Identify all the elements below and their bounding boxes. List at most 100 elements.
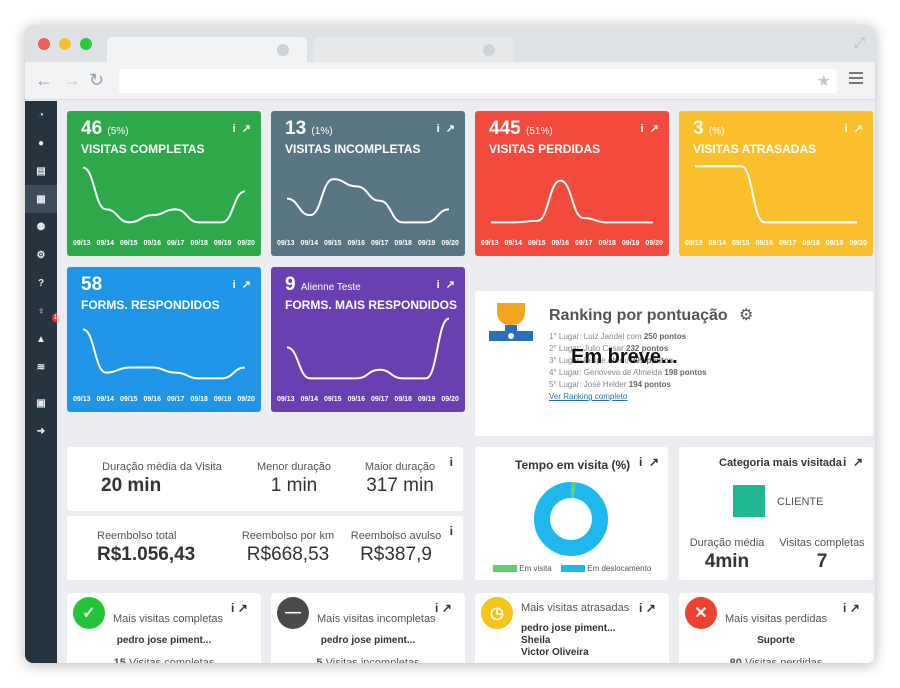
external-link-icon[interactable]: ↗ <box>237 601 248 615</box>
sidebar-item-lightbulb[interactable]: ♀ <box>25 297 57 325</box>
info-icon[interactable]: i <box>435 601 439 615</box>
time-visit-title: Tempo em visita (%) <box>515 458 631 472</box>
browser-tab[interactable] <box>313 37 513 63</box>
date-label: 09/17 <box>778 240 797 247</box>
sidebar-item-users[interactable]: ⚉ <box>25 213 57 241</box>
external-link-icon[interactable]: ↗ <box>445 123 455 135</box>
globe-icon: ● <box>37 137 45 149</box>
sparkline-dates: 09/13 09/14 09/15 09/16 09/17 09/18 09/19 09/20 <box>481 240 663 247</box>
info-icon[interactable]: i <box>232 123 236 135</box>
sidebar-item-dashboard[interactable]: ◔ <box>25 101 57 129</box>
external-link-icon[interactable]: ↗ <box>441 601 452 615</box>
info-icon[interactable]: i <box>639 455 643 469</box>
sidebar-item-calendar[interactable]: ▣ <box>25 389 57 417</box>
date-label: 09/17 <box>166 396 185 403</box>
date-label: 09/14 <box>96 240 115 247</box>
sidebar-item-table[interactable]: ▦ <box>25 185 57 213</box>
stat-card-forms-mais-respondidos[interactable]: 9 Alienne Teste FORMS. MAIS RESPONDIDOS i … <box>271 267 465 412</box>
external-link-icon[interactable]: ↗ <box>241 123 251 135</box>
single-reimbursement-label: Reembolso avulso <box>350 530 442 542</box>
external-link-icon[interactable]: ↗ <box>445 279 455 291</box>
external-link-icon[interactable]: ↗ <box>241 279 251 291</box>
external-link-icon[interactable]: ↗ <box>645 601 656 615</box>
info-icon[interactable]: i <box>844 123 848 135</box>
sidebar-item-arrow-circle[interactable]: ➜ <box>25 417 57 445</box>
forward-button[interactable]: → <box>63 70 81 90</box>
top-visits-name: Suporte <box>757 635 795 646</box>
back-button[interactable]: ← <box>35 70 53 90</box>
sparkline-line <box>695 165 857 224</box>
minimize-window-button[interactable] <box>59 38 71 50</box>
stat-number: 9 <box>285 274 296 295</box>
graduation-cap-icon: ▲ <box>36 333 46 345</box>
address-bar[interactable]: ★ <box>119 69 837 93</box>
sparkline-dates: 09/13 09/14 09/15 09/16 09/17 09/18 09/19 09/20 <box>73 396 255 403</box>
browser-tab-active[interactable] <box>107 37 307 63</box>
stat-label: VISITAS COMPLETAS <box>81 142 205 156</box>
info-icon[interactable]: i <box>232 279 236 291</box>
info-icon[interactable]: i <box>436 123 440 135</box>
date-label: 09/18 <box>802 240 820 247</box>
sparkline-line <box>82 166 246 224</box>
stat-card-forms-respondidos[interactable]: 58 FORMS. RESPONDIDOS i ↗ 09/13 09/14 09/15 0… <box>67 267 261 412</box>
stat-card-visitas-incompletas[interactable]: 13 (1%) VISITAS INCOMPLETAS i ↗ 09/13 09/14 0… <box>271 111 465 256</box>
sidebar-item-rss[interactable]: ≋ <box>25 353 57 381</box>
category-visits-metric: Visitas completas 7 <box>777 537 867 573</box>
date-label: 09/19 <box>213 240 232 247</box>
external-link-icon[interactable]: ↗ <box>649 123 659 135</box>
date-label: 09/13 <box>73 240 91 247</box>
maximize-window-button[interactable] <box>80 38 92 50</box>
close-window-button[interactable] <box>38 38 50 50</box>
trophy-icon <box>489 303 533 341</box>
date-label: 09/16 <box>755 240 773 247</box>
donut-slice-em-deslocamento[interactable] <box>534 482 608 556</box>
ranking-link[interactable]: Ver Ranking completo <box>549 392 628 401</box>
top-visits-title: Mais visitas perdidas <box>725 613 828 625</box>
date-label: 09/16 <box>347 396 365 403</box>
sidebar-item-globe[interactable]: ● <box>25 129 57 157</box>
info-icon[interactable]: i <box>449 524 453 538</box>
date-label: 09/19 <box>417 240 436 247</box>
stat-card-visitas-atrasadas[interactable]: 3 (%) VISITAS ATRASADAS i ↗ 09/13 09/14 09/15… <box>679 111 873 256</box>
external-link-icon[interactable]: ↗ <box>853 123 863 135</box>
info-icon[interactable]: i <box>449 455 453 469</box>
info-icon[interactable]: i <box>843 455 847 469</box>
info-icon[interactable]: i <box>640 123 644 135</box>
sparkline-dates: 09/13 09/14 09/15 09/16 09/17 09/18 09/19 09/20 <box>685 240 867 247</box>
sidebar-item-help[interactable]: ? <box>25 269 57 297</box>
stat-card-visitas-completas[interactable]: 46 (5%) VISITAS COMPLETAS i ↗ 09/13 09/14 09/… <box>67 111 261 256</box>
external-link-icon[interactable]: ↗ <box>649 455 660 469</box>
date-label: 09/14 <box>300 396 319 403</box>
stat-label: FORMS. RESPONDIDOS <box>81 298 220 312</box>
close-icon: ✕ <box>685 597 717 629</box>
ranking-place: 2° Lugar: Julio Cesar <box>549 344 624 353</box>
stat-value: 9 Alienne Teste <box>285 274 361 296</box>
info-icon[interactable]: i <box>436 279 440 291</box>
info-icon[interactable]: i <box>231 601 235 615</box>
external-link-icon[interactable]: ↗ <box>849 601 860 615</box>
tab-close-icon[interactable] <box>483 44 495 56</box>
stat-card-visitas-perdidas[interactable]: 445 (51%) VISITAS PERDIDAS i ↗ 09/13 09/14 09… <box>475 111 669 256</box>
sparkline-dates: 09/13 09/14 09/15 09/16 09/17 09/18 09/19 09/20 <box>277 240 459 247</box>
reload-button[interactable]: ↻ <box>89 70 105 90</box>
sidebar-item-graduation-cap[interactable]: ▲ <box>25 325 57 353</box>
ranking-gear-icon[interactable]: ⚙ <box>739 307 754 324</box>
expand-icon[interactable]: ⤢ <box>853 34 865 50</box>
top-visits-card-clock: ◷ Mais visitas atrasadas i ↗ pedro jose pim… <box>475 593 669 663</box>
stat-card-actions: i ↗ <box>233 278 251 291</box>
sidebar-item-document[interactable]: ▤ <box>25 157 57 185</box>
top-visits-count: 5 <box>316 657 323 663</box>
clock-icon: ◷ <box>481 597 513 629</box>
stat-value: 46 (5%) <box>81 118 129 140</box>
star-icon[interactable]: ★ <box>816 73 831 90</box>
sidebar-item-gear[interactable]: ⚙ <box>25 241 57 269</box>
title-bar: ⤢ <box>25 25 875 63</box>
ranking-line: 2° Lugar: Julio Cesar 232 pontos <box>549 343 707 355</box>
info-icon[interactable]: i <box>639 601 643 615</box>
tab-close-icon[interactable] <box>277 44 289 56</box>
external-link-icon[interactable]: ↗ <box>853 455 864 469</box>
top-visits-title: Mais visitas incompletas <box>317 613 436 625</box>
min-duration-label: Menor duração <box>257 461 331 473</box>
menu-icon[interactable] <box>849 72 863 86</box>
info-icon[interactable]: i <box>843 601 847 615</box>
